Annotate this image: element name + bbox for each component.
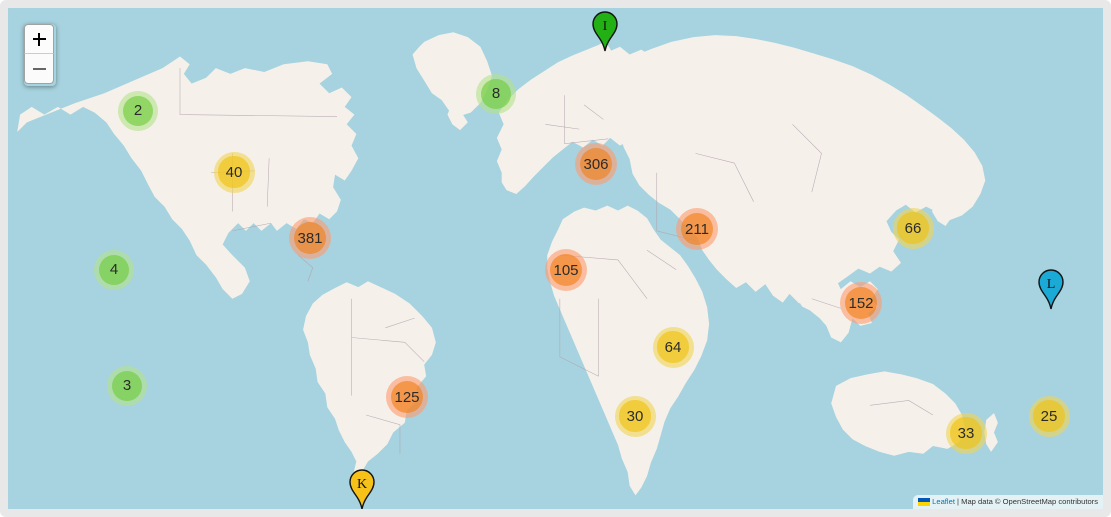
svg-text:L: L (1047, 277, 1056, 292)
svg-text:K: K (357, 477, 367, 492)
svg-text:I: I (603, 19, 608, 34)
